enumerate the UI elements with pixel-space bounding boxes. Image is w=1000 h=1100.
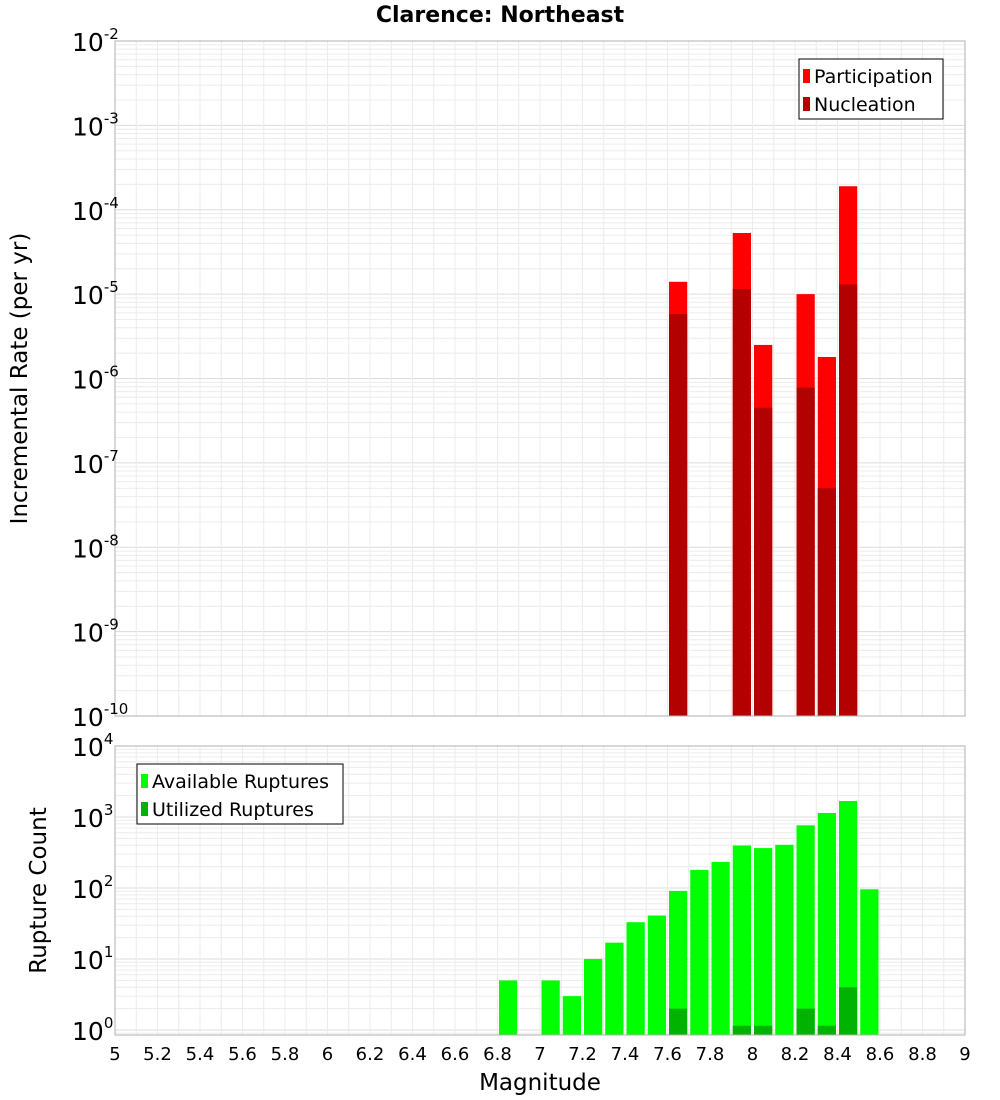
bar-nucleation [732, 289, 751, 716]
bar-available-ruptures [605, 942, 624, 1035]
rate-panel: 10-10 10-9 10-8 10-7 10-6 10-5 10-4 10-3 10-2 Inc… [7, 25, 966, 732]
y-tick-label: 100 [72, 1014, 113, 1046]
x-tick-label: 8.8 [908, 1044, 937, 1065]
bar-available-ruptures [647, 915, 666, 1035]
bar-available-ruptures [839, 801, 858, 1035]
legend-label: Participation [814, 66, 933, 88]
chart-title: Clarence: Northeast [376, 3, 625, 28]
bar-available-ruptures [775, 844, 794, 1035]
legend-box [798, 58, 944, 120]
y-tick-label: 10-3 [72, 109, 119, 141]
bar-available-ruptures [626, 922, 645, 1035]
legend-label: Available Ruptures [152, 771, 329, 793]
x-tick-label: 7.4 [611, 1044, 640, 1065]
y-tick-label: 10-9 [72, 616, 119, 648]
y-tick-label: 10-2 [72, 25, 119, 57]
bar-available-ruptures [690, 869, 709, 1035]
series-utilized-ruptures [669, 987, 858, 1035]
x-tick-label: 5.6 [228, 1044, 257, 1065]
legend-box [136, 763, 344, 825]
legend-swatch [803, 97, 810, 111]
bar-available-ruptures [541, 980, 560, 1035]
x-axis-label: Magnitude [479, 1070, 601, 1096]
x-tick-label: 5.2 [143, 1044, 172, 1065]
x-tick-label: 6.2 [356, 1044, 385, 1065]
bar-nucleation [754, 407, 773, 716]
bar-available-ruptures [584, 959, 603, 1035]
y-axis-label: Incremental Rate (per yr) [7, 233, 33, 525]
y-tick-label: 10-8 [72, 531, 119, 563]
y-axis-label: Rupture Count [26, 807, 52, 973]
y-ticks: 10-10 10-9 10-8 10-7 10-6 10-5 10-4 10-3 10-2 [72, 25, 128, 732]
x-tick-label: 5.8 [271, 1044, 300, 1065]
bar-utilized-ruptures [754, 1025, 773, 1035]
y-tick-label: 104 [72, 730, 113, 762]
y-tick-label: 101 [72, 943, 113, 975]
plot-frame [114, 40, 966, 717]
y-tick-label: 10-4 [72, 194, 119, 226]
legend-label: Utilized Ruptures [152, 799, 314, 821]
y-tick-label: 10-5 [72, 278, 119, 310]
legend: Participation Nucleation [798, 58, 944, 120]
bar-available-ruptures [860, 889, 879, 1035]
magnitude-axis: 5 5.2 5.4 5.6 5.8 6 6.2 6.4 6.6 6.8 7 7.2 7.4 7.6 7.8 8… [109, 1044, 970, 1065]
y-tick-label: 103 [72, 801, 113, 833]
bar-available-ruptures [796, 825, 815, 1035]
legend-swatch [141, 774, 148, 788]
x-tick-label: 5 [109, 1044, 120, 1065]
x-tick-label: 5.4 [186, 1044, 215, 1065]
y-tick-label: 10-10 [72, 700, 128, 732]
legend-swatch [141, 802, 148, 816]
y-ticks: 100 101 102 103 104 [72, 730, 113, 1046]
bar-available-ruptures [711, 861, 730, 1035]
bar-utilized-ruptures [796, 1008, 815, 1035]
bar-available-ruptures [669, 890, 688, 1035]
x-tick-label: 8.4 [823, 1044, 852, 1065]
x-tick-label: 8.2 [781, 1044, 810, 1065]
y-tick-label: 102 [72, 872, 113, 904]
rupture-count-panel: 100 101 102 103 104 Rupture Count Available Ru… [26, 730, 966, 1046]
bar-nucleation [669, 314, 688, 716]
x-tick-label: 8.6 [866, 1044, 895, 1065]
legend: Available Ruptures Utilized Ruptures [136, 763, 344, 825]
bar-utilized-ruptures [817, 1025, 836, 1035]
series-available-ruptures [499, 801, 879, 1035]
grid [114, 41, 966, 717]
bar-available-ruptures [817, 812, 836, 1035]
x-tick-label: 6.8 [483, 1044, 512, 1065]
x-tick-label: 6.6 [441, 1044, 470, 1065]
x-tick-label: 6 [322, 1044, 333, 1065]
bar-available-ruptures [732, 845, 751, 1035]
x-tick-label: 7.2 [568, 1044, 597, 1065]
y-tick-label: 10-7 [72, 447, 119, 479]
bar-utilized-ruptures [839, 987, 858, 1035]
plot-frame [114, 745, 966, 1036]
bar-utilized-ruptures [669, 1008, 688, 1035]
bar-available-ruptures [499, 980, 518, 1035]
legend-label: Nucleation [814, 94, 916, 116]
legend-swatch [803, 69, 810, 83]
bar-utilized-ruptures [732, 1025, 751, 1035]
x-tick-label: 7.6 [653, 1044, 682, 1065]
x-tick-label: 7 [534, 1044, 545, 1065]
bar-nucleation [817, 488, 836, 716]
x-tick-label: 7.8 [696, 1044, 725, 1065]
bar-available-ruptures [754, 848, 773, 1035]
bar-available-ruptures [562, 996, 581, 1035]
y-tick-label: 10-6 [72, 363, 119, 395]
series-nucleation [669, 284, 858, 716]
x-tick-label: 6.4 [398, 1044, 427, 1065]
x-tick-label: 8 [747, 1044, 758, 1065]
bar-nucleation [796, 387, 815, 716]
x-tick-label: 9 [959, 1044, 970, 1065]
bar-nucleation [839, 284, 858, 716]
